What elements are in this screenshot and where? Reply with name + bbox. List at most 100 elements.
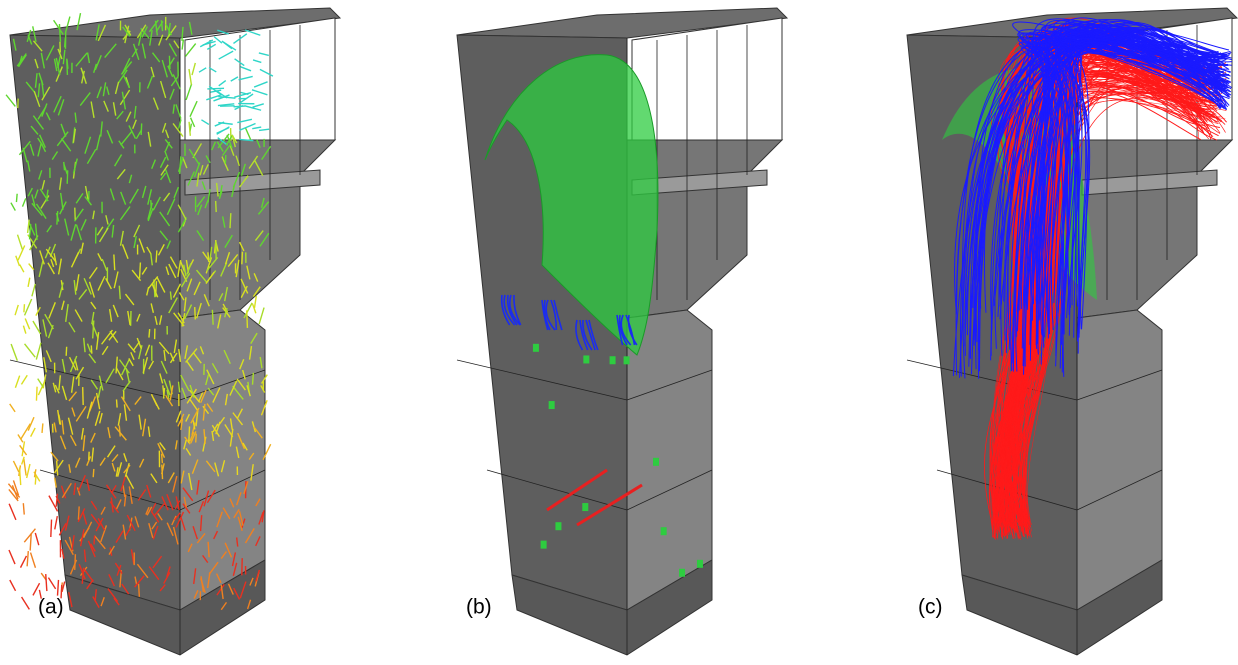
panel-label: (c) [918, 596, 943, 619]
vector [140, 262, 141, 278]
vector [253, 373, 254, 385]
vector [9, 550, 15, 564]
panel-b: (b) [457, 8, 787, 655]
vector [13, 461, 18, 472]
vector [36, 343, 41, 360]
marker [610, 356, 616, 364]
vector [25, 344, 36, 357]
vector [56, 494, 57, 507]
vector [21, 375, 27, 384]
vector [196, 434, 197, 443]
vector [117, 399, 118, 407]
vector [58, 580, 59, 596]
vector [247, 310, 248, 328]
vector [31, 428, 36, 437]
marker [583, 355, 589, 363]
vector [16, 194, 17, 202]
marker [541, 541, 547, 549]
vector [27, 551, 28, 566]
vector [11, 203, 15, 211]
vector [212, 310, 213, 325]
vector [28, 417, 34, 430]
vector [141, 123, 142, 135]
vector [57, 211, 58, 225]
panel-label: (a) [38, 596, 64, 619]
vector [93, 469, 94, 477]
marker [533, 344, 539, 352]
vector [38, 379, 44, 388]
vector [32, 284, 35, 296]
vector [208, 542, 209, 557]
vector [195, 307, 196, 319]
vector [149, 329, 150, 337]
marker [679, 569, 685, 577]
vector [46, 574, 47, 591]
vector [15, 305, 18, 315]
vector [94, 536, 95, 545]
vector [162, 454, 163, 464]
marker [624, 356, 630, 364]
vector [230, 213, 231, 228]
vector [24, 459, 26, 476]
vector [24, 304, 25, 312]
vector [42, 423, 43, 433]
vector [208, 252, 209, 262]
vector [33, 583, 40, 595]
vector [182, 39, 183, 49]
vector [91, 345, 92, 353]
vector [10, 404, 15, 412]
vector [189, 426, 190, 442]
figure: (a) (b) (c) [0, 0, 1238, 665]
marker [661, 527, 667, 535]
vector [36, 387, 37, 401]
vector [23, 198, 26, 206]
marker [549, 401, 555, 409]
vector [254, 296, 256, 308]
panel-label: (b) [466, 596, 492, 619]
vector [114, 255, 115, 271]
vector [207, 88, 224, 89]
vector [9, 504, 16, 520]
vector [48, 578, 55, 589]
vector [20, 556, 26, 568]
marker [697, 560, 703, 568]
vector [23, 503, 24, 514]
vector [35, 476, 36, 485]
vector [156, 250, 157, 262]
panel-a: (a) [6, 8, 340, 655]
vector [28, 278, 30, 287]
vector [25, 299, 32, 315]
vector [67, 59, 68, 75]
vector [78, 506, 79, 519]
vector [25, 318, 29, 329]
vector [259, 308, 264, 325]
vector [21, 424, 30, 439]
vector [31, 553, 36, 568]
marker [653, 458, 659, 466]
vector [22, 597, 30, 609]
vector [18, 235, 23, 250]
vector [170, 291, 171, 299]
vector [11, 344, 17, 361]
vector [35, 533, 38, 545]
vector [10, 580, 16, 591]
vector [24, 529, 35, 543]
vector [28, 220, 30, 233]
boiler-model [10, 8, 340, 655]
vector [162, 465, 163, 480]
vector [20, 468, 21, 485]
vector [27, 464, 30, 478]
vector [51, 520, 52, 537]
panel-c: (c) [907, 8, 1237, 655]
vector [242, 252, 243, 265]
vector [6, 95, 15, 107]
vector [55, 516, 58, 529]
vector [216, 201, 217, 212]
vector [15, 376, 19, 388]
vector [139, 584, 140, 597]
vector [20, 265, 24, 273]
vector [23, 326, 25, 334]
vector [164, 388, 165, 399]
vector [119, 286, 120, 299]
marker [582, 503, 588, 511]
